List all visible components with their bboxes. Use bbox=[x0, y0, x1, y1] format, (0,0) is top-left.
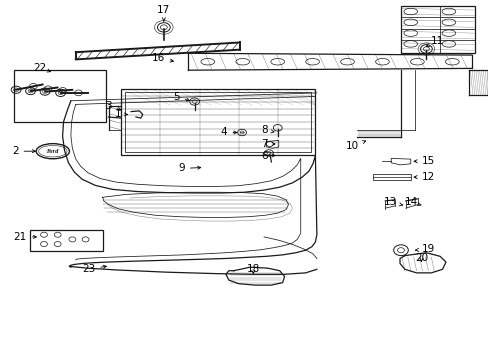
Text: 15: 15 bbox=[413, 156, 434, 166]
Text: 6: 6 bbox=[261, 150, 274, 161]
Text: 16: 16 bbox=[152, 53, 173, 63]
Bar bbox=[125, 92, 311, 152]
Text: 19: 19 bbox=[415, 244, 434, 254]
Text: 4: 4 bbox=[220, 127, 236, 138]
Text: 11: 11 bbox=[426, 36, 443, 46]
Bar bbox=[30, 230, 102, 251]
Text: 3: 3 bbox=[104, 101, 121, 111]
Text: 7: 7 bbox=[261, 139, 274, 149]
Text: 9: 9 bbox=[178, 163, 200, 174]
Text: 14: 14 bbox=[404, 197, 420, 207]
Text: 18: 18 bbox=[246, 264, 260, 274]
Text: 2: 2 bbox=[12, 146, 35, 156]
Text: 13: 13 bbox=[383, 197, 402, 207]
Bar bbox=[400, 6, 474, 53]
Text: 1: 1 bbox=[114, 109, 127, 120]
Text: 8: 8 bbox=[261, 125, 274, 135]
Text: 5: 5 bbox=[173, 92, 189, 102]
Bar bbox=[14, 70, 105, 122]
Text: 21: 21 bbox=[14, 232, 36, 242]
Text: 22: 22 bbox=[33, 63, 50, 73]
Text: 20: 20 bbox=[414, 253, 427, 264]
Text: Ford: Ford bbox=[46, 149, 59, 154]
Text: 17: 17 bbox=[157, 5, 170, 21]
Text: 23: 23 bbox=[82, 264, 106, 274]
Text: 12: 12 bbox=[413, 172, 434, 182]
Bar bbox=[372, 174, 410, 180]
Bar bbox=[121, 89, 315, 155]
Text: 10: 10 bbox=[346, 141, 365, 151]
